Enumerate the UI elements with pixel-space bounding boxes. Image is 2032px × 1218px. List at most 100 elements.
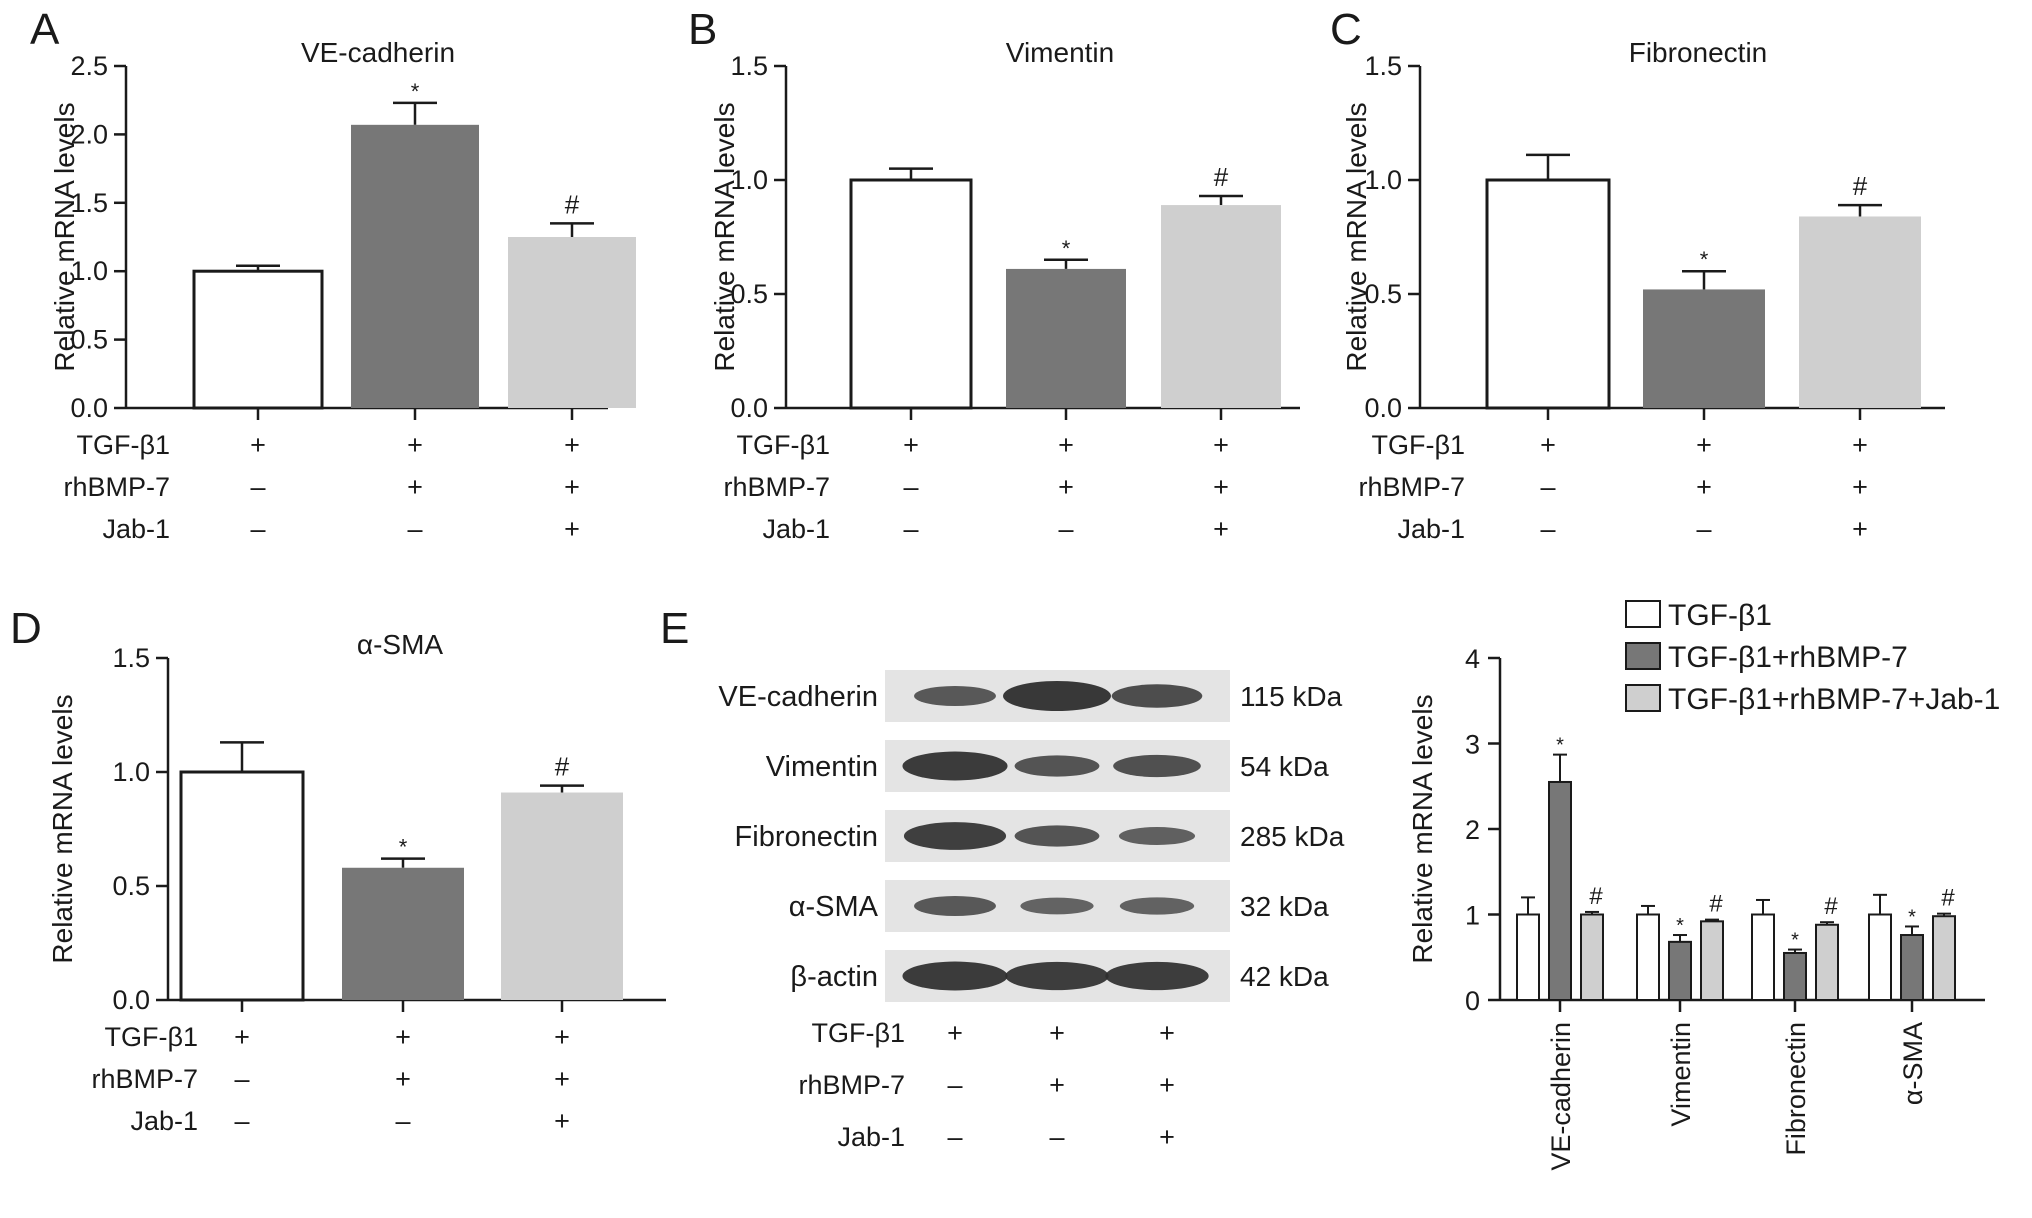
y-tick-label: 1.0: [112, 757, 150, 787]
condition-sign: +: [947, 1018, 963, 1048]
blot-kda-label: 285 kDa: [1240, 821, 1345, 852]
blot-band: [1014, 755, 1100, 777]
chart-title: Vimentin: [1006, 37, 1114, 68]
significance-mark: #: [1589, 883, 1603, 910]
blot-kda-label: 115 kDa: [1240, 681, 1343, 712]
blot-band: [1014, 825, 1100, 847]
condition-sign: +: [554, 1064, 570, 1094]
condition-label: rhBMP-7: [63, 472, 170, 502]
bar: [1815, 923, 1839, 1002]
condition-label: rhBMP-7: [91, 1064, 198, 1094]
significance-mark: #: [565, 189, 580, 219]
significance-mark: *: [1556, 735, 1564, 757]
chart-alpha-sma: α-SMA Relative mRNA levels 0.0 0.5 1.0 1.5 * # T…: [47, 629, 666, 1136]
panel-label-B: B: [688, 5, 717, 54]
condition-sign: +: [234, 1022, 250, 1052]
y-tick-label: 0.0: [70, 393, 108, 423]
y-tick-label: 1: [1465, 901, 1480, 931]
bar: [1900, 934, 1924, 1002]
condition-sign: +: [1159, 1018, 1175, 1048]
condition-sign: +: [554, 1022, 570, 1052]
condition-label: rhBMP-7: [1358, 472, 1465, 502]
y-axis-label: Relative mRNA levels: [709, 102, 740, 371]
significance-mark: #: [1853, 171, 1868, 201]
bar: [179, 770, 305, 1002]
blot-protein-label: Vimentin: [766, 751, 878, 783]
bar: [1799, 216, 1921, 408]
condition-sign: +: [1696, 430, 1712, 460]
condition-sign: +: [1852, 472, 1868, 502]
bar: [849, 178, 973, 410]
blot-band: [914, 685, 996, 707]
condition-sign: +: [564, 514, 580, 544]
y-tick-label: 2.0: [70, 119, 108, 149]
condition-sign: –: [250, 472, 265, 502]
chart-protein-quantification: Relative mRNA levels 0 1 2 3 4 VE-cadherin * # Vi…: [1407, 599, 2000, 1171]
condition-label: TGF-β1: [104, 1022, 198, 1052]
condition-sign: +: [564, 430, 580, 460]
condition-sign: +: [1058, 430, 1074, 460]
significance-mark: *: [1791, 930, 1799, 952]
legend-swatch: [1625, 642, 1661, 670]
y-tick-label: 1.5: [730, 51, 768, 81]
significance-mark: *: [411, 79, 420, 104]
blot-band: [1003, 681, 1111, 711]
condition-sign: –: [395, 1106, 410, 1136]
condition-label: Jab-1: [1397, 514, 1465, 544]
condition-label: Jab-1: [102, 514, 170, 544]
significance-mark: #: [1214, 162, 1229, 192]
panel-label-A: A: [30, 5, 60, 54]
condition-sign: +: [1696, 472, 1712, 502]
condition-sign: +: [1540, 430, 1556, 460]
legend-label: TGF-β1+rhBMP-7+Jab-1: [1668, 683, 2000, 716]
condition-sign: –: [947, 1070, 962, 1100]
condition-sign: +: [1049, 1070, 1065, 1100]
blot-band: [1105, 961, 1209, 991]
bar: [1751, 913, 1775, 1001]
bar: [1668, 940, 1692, 1001]
blot-kda-label: 42 kDa: [1240, 961, 1329, 992]
chart-title: α-SMA: [357, 629, 444, 660]
y-axis-label: Relative mRNA levels: [47, 694, 78, 963]
condition-sign: +: [554, 1106, 570, 1136]
condition-sign: +: [395, 1022, 411, 1052]
blot-band: [914, 895, 996, 917]
y-tick-label: 1.0: [70, 256, 108, 286]
blot-protein-label: α-SMA: [789, 891, 879, 923]
chart-vimentin: Vimentin Relative mRNA levels 0.0 0.5 1.0 1.5…: [709, 37, 1300, 544]
panel-label-D: D: [10, 604, 42, 653]
blot-band: [1119, 897, 1195, 915]
significance-mark: *: [1062, 236, 1071, 261]
condition-sign: –: [1049, 1122, 1064, 1152]
y-tick-label: 1.5: [112, 643, 150, 673]
bar: [1783, 951, 1807, 1001]
condition-sign: –: [903, 514, 918, 544]
condition-sign: –: [234, 1064, 249, 1094]
blot-band: [902, 751, 1008, 781]
significance-mark: *: [1700, 247, 1709, 272]
legend-label: TGF-β1: [1668, 599, 1772, 632]
condition-sign: +: [1049, 1018, 1065, 1048]
condition-sign: +: [1159, 1070, 1175, 1100]
condition-sign: –: [407, 514, 422, 544]
condition-sign: +: [564, 472, 580, 502]
condition-label: TGF-β1: [736, 430, 830, 460]
condition-sign: +: [1213, 430, 1229, 460]
x-tick-label: VE-cadherin: [1546, 1022, 1576, 1171]
condition-sign: –: [903, 472, 918, 502]
x-tick-label: Fibronectin: [1781, 1022, 1811, 1156]
blot-protein-label: Fibronectin: [735, 821, 878, 853]
significance-mark: #: [555, 752, 570, 782]
y-tick-label: 1.5: [1364, 51, 1402, 81]
condition-label: rhBMP-7: [798, 1070, 905, 1100]
condition-sign: +: [407, 472, 423, 502]
condition-sign: +: [1058, 472, 1074, 502]
blot-band: [1020, 897, 1094, 915]
y-tick-label: 3: [1465, 730, 1480, 760]
blot-band: [903, 822, 1007, 850]
blot-band: [1118, 827, 1196, 845]
y-tick-label: 0.0: [1364, 393, 1402, 423]
condition-sign: +: [1159, 1122, 1175, 1152]
blot-kda-label: 32 kDa: [1240, 891, 1329, 922]
